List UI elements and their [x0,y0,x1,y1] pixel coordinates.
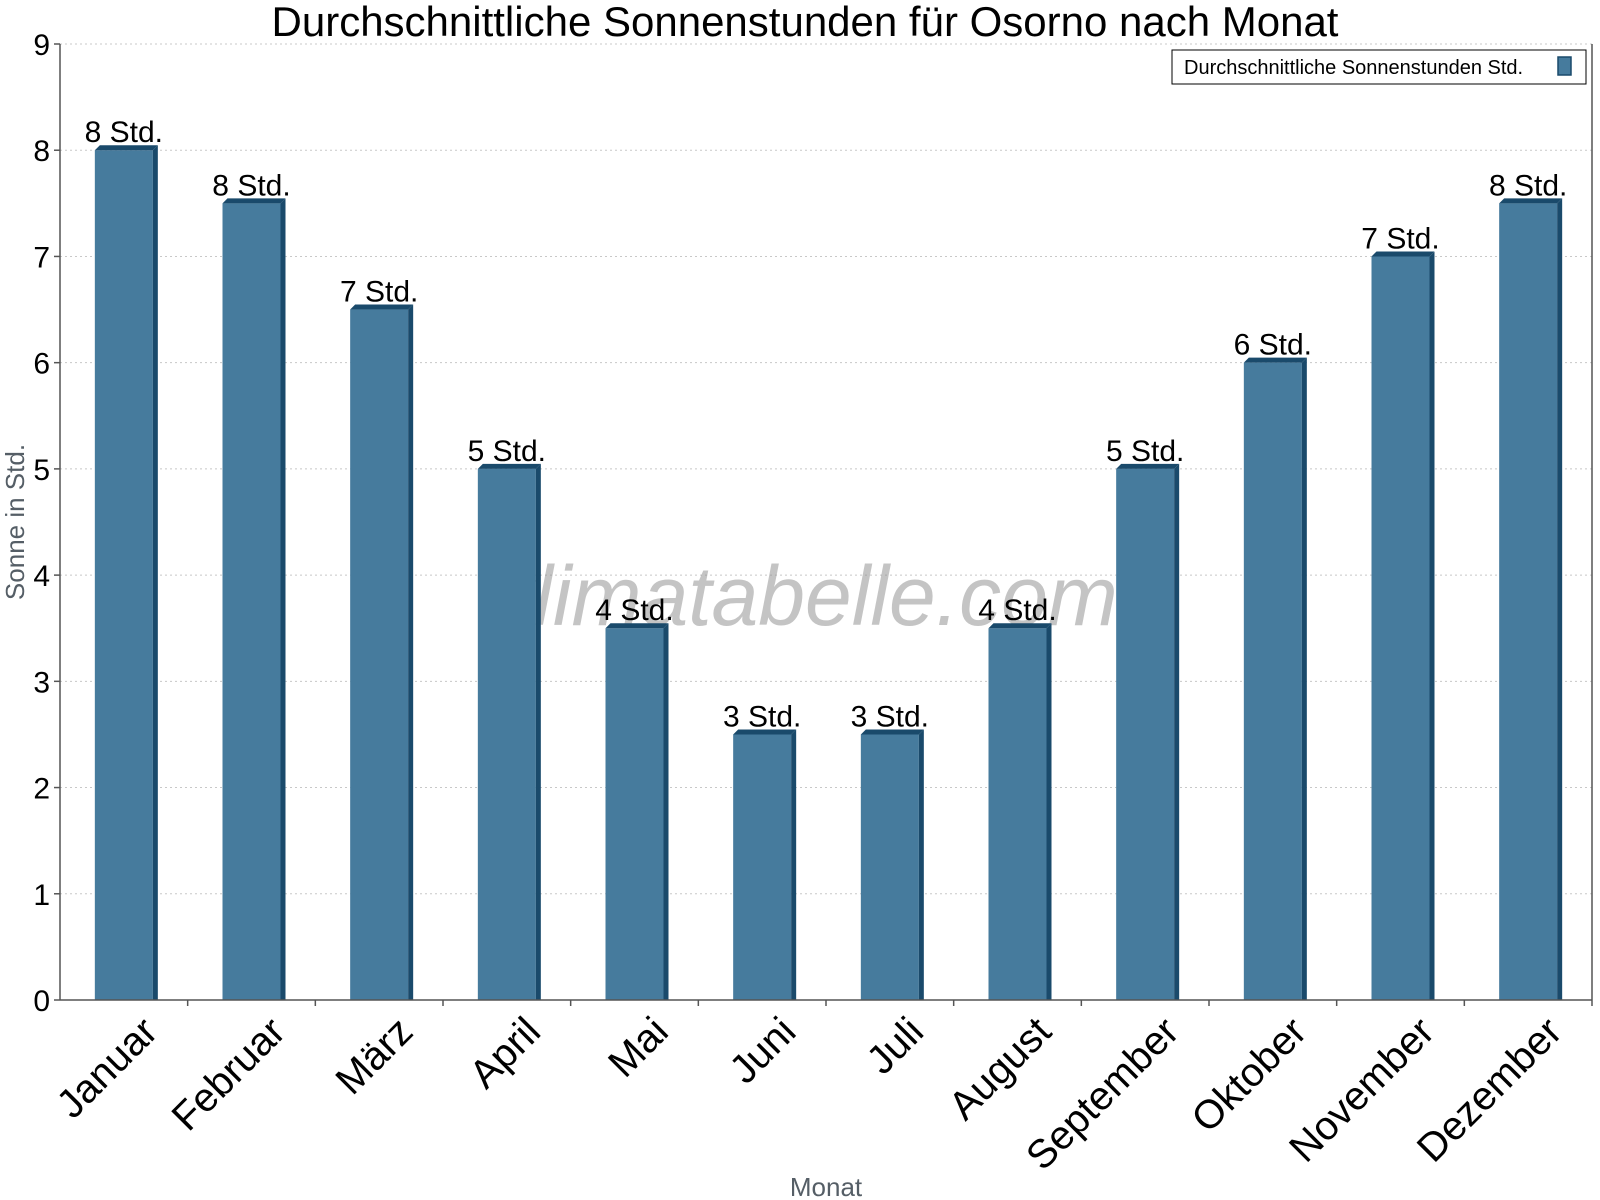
bar-face [733,734,792,1000]
bar-side [1301,357,1307,1001]
chart-title: Durchschnittliche Sonnenstunden für Osor… [272,0,1339,45]
y-axis-ticks: 0 1 2 3 4 5 6 7 8 9 [33,29,60,1018]
bar-face [1371,256,1430,1000]
y-tick-label: 9 [33,29,50,62]
bars: 8 Std. 8 Std. 7 Std. 5 Std. 4 Std. 3 Std. 3 St… [85,116,1567,1001]
bar-side [1174,463,1180,1000]
bar-top [988,623,1052,629]
y-axis-label: Sonne in Std. [0,444,30,600]
bar-face [1243,362,1302,1001]
data-label: 3 Std. [723,700,801,733]
bar-face [1499,203,1558,1001]
y-tick-label: 7 [33,241,50,274]
bar-august [988,623,1052,1000]
data-label: 7 Std. [340,276,418,309]
bar-side [1429,251,1435,1000]
legend-swatch [1557,56,1572,76]
bar-side [408,304,414,1000]
bar-januar [94,145,158,1000]
bar-top [477,463,541,469]
y-tick-label: 0 [33,985,50,1018]
x-tick-label: Oktober [1183,1009,1315,1141]
bar-top [94,145,158,151]
bar-face [350,309,409,1000]
bar-face [860,734,919,1000]
y-tick-label: 4 [33,560,50,593]
x-tick-label: Februar [164,1009,294,1139]
bar-mai [605,623,669,1000]
bar-face [988,628,1047,1000]
data-label: 6 Std. [1234,329,1312,362]
bar-side [535,463,541,1000]
bar-face [94,150,153,1000]
bar-top [733,729,797,735]
bar-april [477,463,541,1000]
data-label: 7 Std. [1361,222,1439,255]
bar-oktober [1243,357,1307,1001]
data-label: 8 Std. [212,169,290,202]
y-tick-label: 3 [33,666,50,699]
x-tick-label: Mai [600,1009,677,1086]
bar-side [791,729,797,1000]
bar-top [860,729,924,735]
y-tick-label: 6 [33,348,50,381]
gridlines [60,43,1592,895]
bar-märz [350,304,414,1000]
data-label: 4 Std. [978,594,1056,627]
bar-top [1499,198,1563,204]
data-label: 4 Std. [595,594,673,627]
bar-top [350,304,414,310]
legend-label: Durchschnittliche Sonnenstunden Std. [1184,57,1523,79]
y-tick-label: 1 [33,879,50,912]
bar-face [605,628,664,1000]
y-tick-label: 5 [33,454,50,487]
legend-box [1171,49,1587,85]
data-label: 5 Std. [1106,435,1184,468]
bar-februar [222,198,286,1001]
bar-face [477,468,536,1000]
bar-juni [733,729,797,1000]
bar-top [1371,251,1435,257]
bar-top [605,623,669,629]
data-label: 8 Std. [85,116,163,149]
x-tick-label: Juli [859,1009,933,1083]
bar-side [1046,623,1052,1000]
bar-side [152,145,158,1000]
bar-september [1116,463,1180,1000]
y-tick-label: 8 [33,135,50,168]
bar-side [663,623,669,1000]
bar-side [280,198,286,1001]
bar-november [1371,251,1435,1000]
x-tick-label: Juni [721,1009,804,1092]
bar-top [222,198,286,204]
bar-face [222,203,281,1001]
x-tick-label: Januar [48,1009,166,1127]
bar-top [1243,357,1307,363]
data-label: 3 Std. [851,700,929,733]
x-tick-label: April [461,1009,549,1097]
bar-juli [860,729,924,1000]
x-tick-label: März [327,1009,421,1103]
bar-face [1116,468,1175,1000]
x-tick-label: August [941,1009,1060,1128]
bar-top [1116,463,1180,469]
bar-side [1557,198,1563,1001]
data-label: 8 Std. [1489,169,1567,202]
legend: Durchschnittliche Sonnenstunden Std. [1171,49,1587,85]
data-label: 5 Std. [468,435,546,468]
bar-side [918,729,924,1000]
bar-dezember [1499,198,1563,1001]
x-axis-label: Monat [790,1172,863,1200]
y-tick-label: 2 [33,773,50,806]
